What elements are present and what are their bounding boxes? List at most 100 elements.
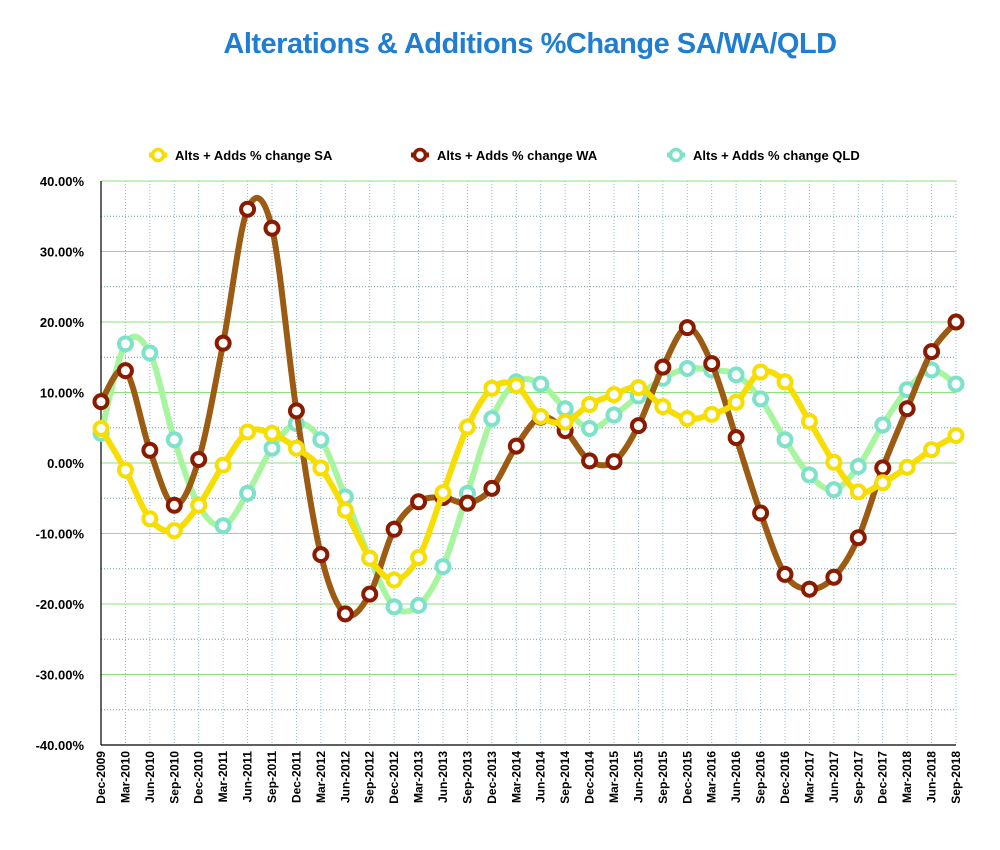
data-point xyxy=(336,501,354,519)
y-tick-label: 0.00% xyxy=(47,456,84,471)
chart-title: Alterations & Additions %Change SA/WA/QL… xyxy=(223,28,837,60)
data-point xyxy=(410,548,428,566)
x-tick-label: Sep-2018 xyxy=(949,751,963,804)
y-tick-label: 10.00% xyxy=(40,386,85,401)
data-point xyxy=(703,405,721,423)
data-point xyxy=(727,429,745,447)
x-tick-label: Sep-2016 xyxy=(754,751,768,804)
legend-item: Alts + Adds % change QLD xyxy=(667,147,860,163)
x-tick-label: Jun-2013 xyxy=(436,751,450,803)
x-tick-label: Dec-2009 xyxy=(94,751,108,804)
data-point xyxy=(898,458,916,476)
x-tick-label: Jun-2016 xyxy=(729,751,743,803)
data-point xyxy=(776,431,794,449)
legend-label: Alts + Adds % change WA xyxy=(437,148,598,163)
data-point xyxy=(556,400,574,418)
data-point xyxy=(605,453,623,471)
data-point xyxy=(263,439,281,457)
data-point xyxy=(385,520,403,538)
data-point xyxy=(629,417,647,435)
data-point xyxy=(825,568,843,586)
data-point xyxy=(434,558,452,576)
legend-item: Alts + Adds % change WA xyxy=(411,147,598,163)
data-point xyxy=(678,319,696,337)
data-point xyxy=(532,407,550,425)
x-axis-tick-labels: Dec-2009 Mar-2010 Jun-2010 Sep-2010 Dec-2010… xyxy=(94,751,963,804)
data-point xyxy=(483,410,501,428)
y-tick-label: -10.00% xyxy=(36,527,85,542)
data-point xyxy=(947,427,965,445)
data-point xyxy=(703,355,721,373)
data-point xyxy=(287,402,305,420)
series-alts-adds-change-wa xyxy=(92,195,965,623)
legend-marker xyxy=(668,147,684,163)
data-point xyxy=(190,496,208,514)
legend-marker xyxy=(412,147,428,163)
data-point xyxy=(483,379,501,397)
y-tick-label: -20.00% xyxy=(36,597,85,612)
data-point xyxy=(874,459,892,477)
y-tick-label: -40.00% xyxy=(36,738,85,753)
x-tick-label: Dec-2015 xyxy=(680,751,694,804)
x-tick-label: Mar-2011 xyxy=(216,751,230,803)
data-point xyxy=(581,419,599,437)
data-point xyxy=(214,517,232,535)
data-point xyxy=(923,343,941,361)
y-tick-label: -30.00% xyxy=(36,668,85,683)
data-point xyxy=(410,493,428,511)
series-alts-adds-change-sa xyxy=(92,363,965,589)
series-line xyxy=(98,333,959,615)
data-point xyxy=(239,200,257,218)
data-point xyxy=(141,510,159,528)
x-tick-label: Sep-2017 xyxy=(851,751,865,804)
data-point xyxy=(825,481,843,499)
data-point xyxy=(752,363,770,381)
x-tick-label: Sep-2013 xyxy=(460,751,474,804)
data-point xyxy=(312,546,330,564)
y-tick-label: 30.00% xyxy=(40,245,85,260)
x-tick-label: Jun-2010 xyxy=(143,751,157,803)
x-tick-label: Mar-2017 xyxy=(802,751,816,803)
data-point xyxy=(434,484,452,502)
data-point xyxy=(849,483,867,501)
data-point xyxy=(532,375,550,393)
y-axis-tick-labels: 40.00% 30.00% 20.00% 10.00% 0.00% -10.00% -20.… xyxy=(36,174,85,753)
data-point xyxy=(385,571,403,589)
data-point xyxy=(312,459,330,477)
x-tick-label: Dec-2012 xyxy=(387,751,401,804)
legend: Alts + Adds % change SA Alts + Adds % cha… xyxy=(149,147,860,163)
y-tick-label: 20.00% xyxy=(40,315,85,330)
data-point xyxy=(239,423,257,441)
data-point xyxy=(361,585,379,603)
data-point xyxy=(752,504,770,522)
x-tick-label: Dec-2011 xyxy=(289,751,303,803)
x-tick-label: Jun-2015 xyxy=(631,751,645,803)
data-point xyxy=(165,431,183,449)
data-point xyxy=(654,358,672,376)
data-point xyxy=(92,393,110,411)
data-point xyxy=(458,418,476,436)
data-point xyxy=(141,441,159,459)
data-point xyxy=(458,494,476,512)
data-point xyxy=(141,344,159,362)
y-tick-label: 40.00% xyxy=(40,174,85,189)
data-point xyxy=(849,458,867,476)
legend-label: Alts + Adds % change QLD xyxy=(693,148,860,163)
data-point xyxy=(385,598,403,616)
x-tick-label: Sep-2011 xyxy=(265,751,279,803)
data-point xyxy=(678,410,696,428)
x-tick-label: Dec-2016 xyxy=(778,751,792,804)
data-point xyxy=(165,522,183,540)
x-tick-label: Dec-2017 xyxy=(876,751,890,804)
x-tick-label: Dec-2013 xyxy=(485,751,499,804)
data-point xyxy=(776,373,794,391)
x-tick-label: Mar-2013 xyxy=(412,751,426,803)
data-point xyxy=(336,605,354,623)
data-point xyxy=(483,479,501,497)
series-line xyxy=(98,368,959,584)
x-tick-label: Mar-2014 xyxy=(509,751,523,803)
x-tick-label: Sep-2012 xyxy=(363,751,377,804)
x-tick-label: Mar-2012 xyxy=(314,751,328,803)
x-tick-label: Mar-2015 xyxy=(607,751,621,803)
